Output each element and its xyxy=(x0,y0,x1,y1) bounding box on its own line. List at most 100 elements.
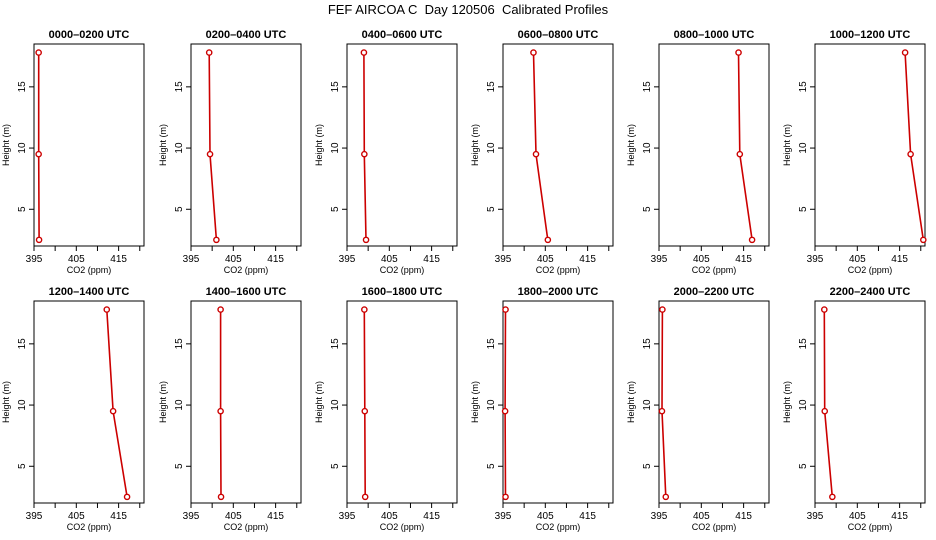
profile-line xyxy=(106,309,128,498)
plot-frame xyxy=(346,43,458,247)
profile-panel: 2000–2200 UTC 395 405 415 5 10 15 CO2 (ppm) Heig… xyxy=(626,286,770,532)
profile-point xyxy=(530,49,537,56)
plot-frame xyxy=(502,43,614,247)
profile-point xyxy=(361,493,369,501)
x-tick-label: 415 xyxy=(579,254,596,265)
y-axis-label: Height (m) xyxy=(314,124,324,166)
panel-title: 0800–1000 UTC xyxy=(674,29,755,41)
profile-point xyxy=(532,150,540,158)
x-tick-label: 405 xyxy=(225,254,242,265)
x-tick-label: 395 xyxy=(495,254,512,265)
profile-point xyxy=(920,236,927,244)
profile-line xyxy=(363,52,367,240)
profile-panel: 0000–0200 UTC 395 405 415 5 10 15 CO2 (ppm) Heig… xyxy=(1,29,145,275)
panel-title: 0200–0400 UTC xyxy=(206,29,287,41)
y-tick-label: 10 xyxy=(330,399,341,411)
x-tick-label: 405 xyxy=(68,511,85,522)
x-tick-label: 405 xyxy=(537,511,554,522)
profile-line xyxy=(661,309,667,497)
plot-frame xyxy=(658,43,770,247)
panel-title: 1200–1400 UTC xyxy=(49,286,130,298)
y-tick-label: 10 xyxy=(174,142,185,154)
profile-point xyxy=(829,493,836,501)
y-tick-label: 15 xyxy=(486,81,497,93)
x-tick-label: 405 xyxy=(849,511,866,522)
profile-panel: 1000–1200 UTC 395 405 415 5 10 15 CO2 (ppm) Heig… xyxy=(782,29,927,275)
panel-title: 0000–0200 UTC xyxy=(49,29,130,41)
profile-point xyxy=(907,150,914,158)
x-tick-label: 405 xyxy=(225,511,242,522)
y-tick-label: 5 xyxy=(17,206,28,212)
y-axis-label: Height (m) xyxy=(782,381,792,423)
x-tick-label: 415 xyxy=(267,511,284,522)
y-tick-label: 15 xyxy=(642,81,653,93)
x-tick-label: 395 xyxy=(339,511,356,522)
y-tick-label: 10 xyxy=(642,399,653,411)
profile-point xyxy=(362,236,370,244)
x-axis-label: CO2 (ppm) xyxy=(536,522,581,532)
profile-point xyxy=(748,236,756,244)
plot-frame xyxy=(814,43,926,247)
y-tick-label: 15 xyxy=(642,338,653,350)
y-tick-label: 10 xyxy=(17,399,28,411)
profile-line xyxy=(737,52,753,241)
x-tick-label: 395 xyxy=(807,254,824,265)
profile-point xyxy=(501,407,509,415)
y-tick-label: 15 xyxy=(174,81,185,93)
y-axis-label: Height (m) xyxy=(782,124,792,166)
profile-point xyxy=(217,407,224,415)
profile-point xyxy=(35,236,43,244)
profile-line xyxy=(532,52,549,241)
profile-panel: 1600–1800 UTC 395 405 415 5 10 15 CO2 (ppm) Heig… xyxy=(314,286,458,532)
plot-frame xyxy=(658,300,770,504)
x-axis-label: CO2 (ppm) xyxy=(848,522,893,532)
x-tick-label: 415 xyxy=(267,254,284,265)
y-tick-label: 15 xyxy=(486,338,497,350)
x-tick-label: 415 xyxy=(891,511,908,522)
x-tick-label: 405 xyxy=(693,511,710,522)
y-axis-label: Height (m) xyxy=(158,381,168,423)
figure-title: FEF AIRCOA C Day 120506 Calibrated Profi… xyxy=(327,2,609,17)
profile-point xyxy=(361,150,368,158)
y-tick-label: 5 xyxy=(17,463,28,469)
y-axis-label: Height (m) xyxy=(1,124,11,166)
x-tick-label: 405 xyxy=(381,511,398,522)
x-tick-label: 415 xyxy=(735,511,752,522)
y-tick-label: 10 xyxy=(486,399,497,411)
profile-panel: 0600–0800 UTC 395 405 415 5 10 15 CO2 (ppm) Heig… xyxy=(470,29,614,275)
y-tick-label: 10 xyxy=(642,142,653,154)
profile-point xyxy=(502,493,509,501)
profile-point xyxy=(109,407,117,415)
plot-frame xyxy=(814,300,926,504)
y-tick-label: 5 xyxy=(486,463,497,469)
x-tick-label: 395 xyxy=(495,511,512,522)
profile-panel: 1400–1600 UTC 395 405 415 5 10 15 CO2 (ppm) Heig… xyxy=(158,286,302,532)
y-tick-label: 15 xyxy=(174,338,185,350)
profile-panel: 2200–2400 UTC 395 405 415 5 10 15 CO2 (ppm) Heig… xyxy=(782,286,926,532)
x-tick-label: 415 xyxy=(735,254,752,265)
x-axis-label: CO2 (ppm) xyxy=(380,522,425,532)
y-tick-label: 5 xyxy=(642,206,653,212)
x-axis-label: CO2 (ppm) xyxy=(692,522,737,532)
y-tick-label: 5 xyxy=(798,206,809,212)
x-tick-label: 395 xyxy=(339,254,356,265)
profile-panel: 1200–1400 UTC 395 405 415 5 10 15 CO2 (ppm) Heig… xyxy=(1,286,145,532)
x-tick-label: 415 xyxy=(110,511,127,522)
y-tick-label: 5 xyxy=(174,206,185,212)
x-tick-label: 395 xyxy=(651,254,668,265)
profile-point xyxy=(35,49,42,56)
x-axis-label: CO2 (ppm) xyxy=(224,265,269,275)
x-axis-label: CO2 (ppm) xyxy=(67,522,112,532)
x-tick-label: 395 xyxy=(807,511,824,522)
x-axis-label: CO2 (ppm) xyxy=(692,265,737,275)
y-tick-label: 10 xyxy=(330,142,341,154)
y-tick-label: 15 xyxy=(17,338,28,350)
panel-title: 1400–1600 UTC xyxy=(206,286,287,298)
y-axis-label: Height (m) xyxy=(314,381,324,423)
y-tick-label: 15 xyxy=(798,338,809,350)
profile-point xyxy=(659,306,666,313)
x-tick-label: 405 xyxy=(849,254,866,265)
plot-frame xyxy=(502,300,614,504)
plot-frame xyxy=(346,300,458,504)
